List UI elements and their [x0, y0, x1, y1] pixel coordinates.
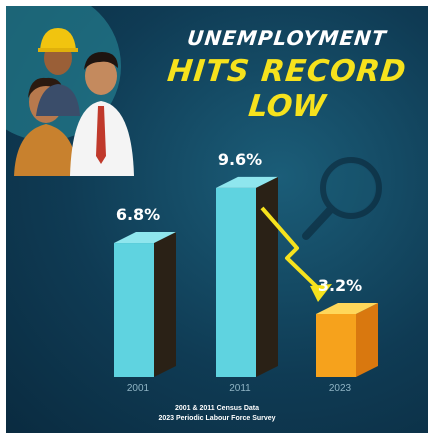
data-source-note: 2001 & 2011 Census Data 2023 Periodic La… [6, 404, 428, 424]
data-label-2023: 3.2% [318, 276, 362, 295]
bar-side-2011 [256, 176, 278, 377]
source-line-1: 2001 & 2011 Census Data [174, 405, 260, 412]
workers-illustration [6, 6, 134, 176]
decline-arrowhead [310, 283, 332, 302]
bar-front-2023 [316, 313, 356, 377]
data-label-2001: 6.8% [116, 205, 160, 224]
bar-front-2001 [114, 243, 154, 377]
unemployment-bar-chart: 6.8% 2001 9.6% 2011 3.2% 2023 [114, 150, 382, 394]
decline-arrow [260, 206, 324, 294]
x-tick-2023: 2023 [329, 383, 352, 394]
infographic-poster: UNEMPLOYMENT HITS RECORD LOW 6.8% 2001 9.6… [6, 6, 428, 433]
bar-side-2001 [154, 232, 176, 377]
bar-2023 [316, 302, 378, 377]
bar-front-2011 [216, 187, 256, 377]
x-tick-2001: 2001 [127, 383, 150, 394]
bar-2001 [114, 232, 176, 377]
source-line-2: 2023 Periodic Labour Force Survey [158, 415, 276, 422]
bar-side-2023 [356, 302, 378, 377]
bar-2011 [216, 176, 278, 377]
bar-top-2011 [216, 176, 278, 188]
magnifier-icon [302, 157, 382, 240]
bar-top-2001 [114, 232, 176, 244]
data-label-2011: 9.6% [218, 150, 262, 169]
x-tick-2011: 2011 [229, 383, 251, 394]
bar-top-2023 [316, 302, 378, 314]
